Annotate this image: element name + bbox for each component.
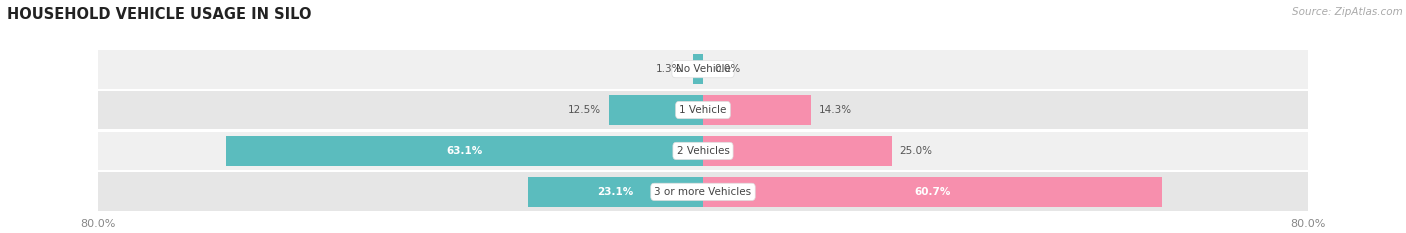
Text: 63.1%: 63.1% <box>447 146 482 156</box>
Text: HOUSEHOLD VEHICLE USAGE IN SILO: HOUSEHOLD VEHICLE USAGE IN SILO <box>7 7 312 22</box>
Text: 60.7%: 60.7% <box>914 187 950 197</box>
Text: 23.1%: 23.1% <box>598 187 634 197</box>
Text: 2 Vehicles: 2 Vehicles <box>676 146 730 156</box>
Text: Source: ZipAtlas.com: Source: ZipAtlas.com <box>1292 7 1403 17</box>
Bar <box>693 54 703 84</box>
Bar <box>703 95 811 125</box>
Bar <box>226 136 703 166</box>
Bar <box>703 136 891 166</box>
Bar <box>529 177 703 207</box>
Bar <box>703 177 1161 207</box>
Text: 3 or more Vehicles: 3 or more Vehicles <box>654 187 752 197</box>
Bar <box>609 95 703 125</box>
Text: 1.3%: 1.3% <box>655 64 682 74</box>
Bar <box>98 91 1308 130</box>
Text: 12.5%: 12.5% <box>568 105 600 115</box>
Text: 1 Vehicle: 1 Vehicle <box>679 105 727 115</box>
Text: 0.0%: 0.0% <box>714 64 741 74</box>
Bar <box>98 131 1308 170</box>
Text: 25.0%: 25.0% <box>900 146 932 156</box>
Bar <box>98 172 1308 211</box>
Text: No Vehicle: No Vehicle <box>675 64 731 74</box>
Bar <box>98 50 1308 89</box>
Text: 14.3%: 14.3% <box>818 105 852 115</box>
